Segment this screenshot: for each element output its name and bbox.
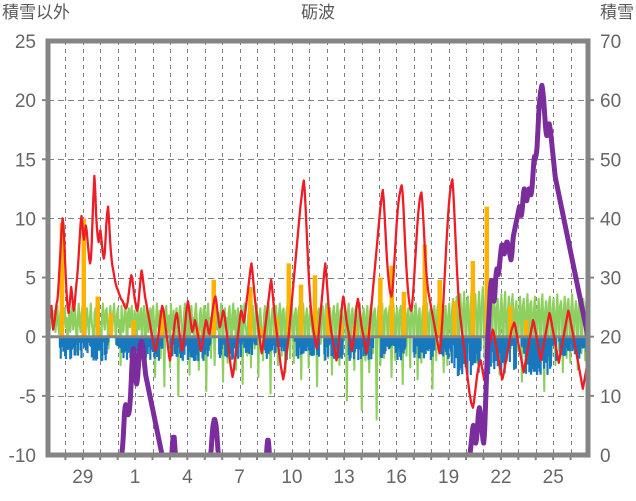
x-axis-labels: 29 1 4 7 10 13 16 19 22 25	[72, 467, 564, 488]
right-axis-title: 積雪	[600, 3, 634, 23]
y-tick-label: 0	[25, 328, 36, 349]
x-tick-label: 22	[490, 467, 511, 488]
x-tick-label: 1	[130, 467, 141, 488]
right-axis-labels: 70 60 50 40 30 20 10 0	[600, 32, 621, 467]
x-tick-label: 25	[543, 467, 564, 488]
left-axis-title: 積雪以外	[2, 3, 70, 23]
plot-frame	[45, 38, 591, 458]
y2-tick-label: 0	[600, 446, 611, 467]
blue-bars	[58, 336, 588, 377]
y2-tick-label: 70	[600, 32, 621, 53]
y-tick-label: 20	[15, 91, 36, 112]
y-tick-label: 25	[15, 32, 36, 53]
y-tick-label: -5	[19, 387, 36, 408]
y-tick-label: 15	[15, 150, 36, 171]
gridlines	[48, 41, 588, 455]
y2-tick-label: 40	[600, 209, 621, 230]
y-tick-label: 10	[15, 209, 36, 230]
y2-tick-label: 20	[600, 328, 621, 349]
x-tick-label: 19	[438, 467, 459, 488]
x-tick-label: 13	[334, 467, 355, 488]
y2-tick-label: 30	[600, 269, 621, 290]
x-tick-label: 4	[182, 467, 193, 488]
red-series	[46, 174, 590, 409]
x-tick-label: 10	[281, 467, 302, 488]
y2-tick-label: 10	[600, 387, 621, 408]
axis-ticks	[42, 99, 594, 460]
chart-title: 砺波	[301, 3, 335, 23]
y-tick-label: -10	[9, 446, 36, 467]
y2-tick-label: 50	[600, 150, 621, 171]
purple-series	[45, 82, 591, 458]
left-axis-labels: 25 20 15 10 5 0 -5 -10	[9, 32, 36, 467]
green-series	[46, 285, 590, 421]
y-tick-label: 5	[25, 269, 36, 290]
x-tick-label: 7	[234, 467, 245, 488]
x-tick-label: 29	[72, 467, 93, 488]
x-tick-label: 16	[386, 467, 407, 488]
y2-tick-label: 60	[600, 91, 621, 112]
